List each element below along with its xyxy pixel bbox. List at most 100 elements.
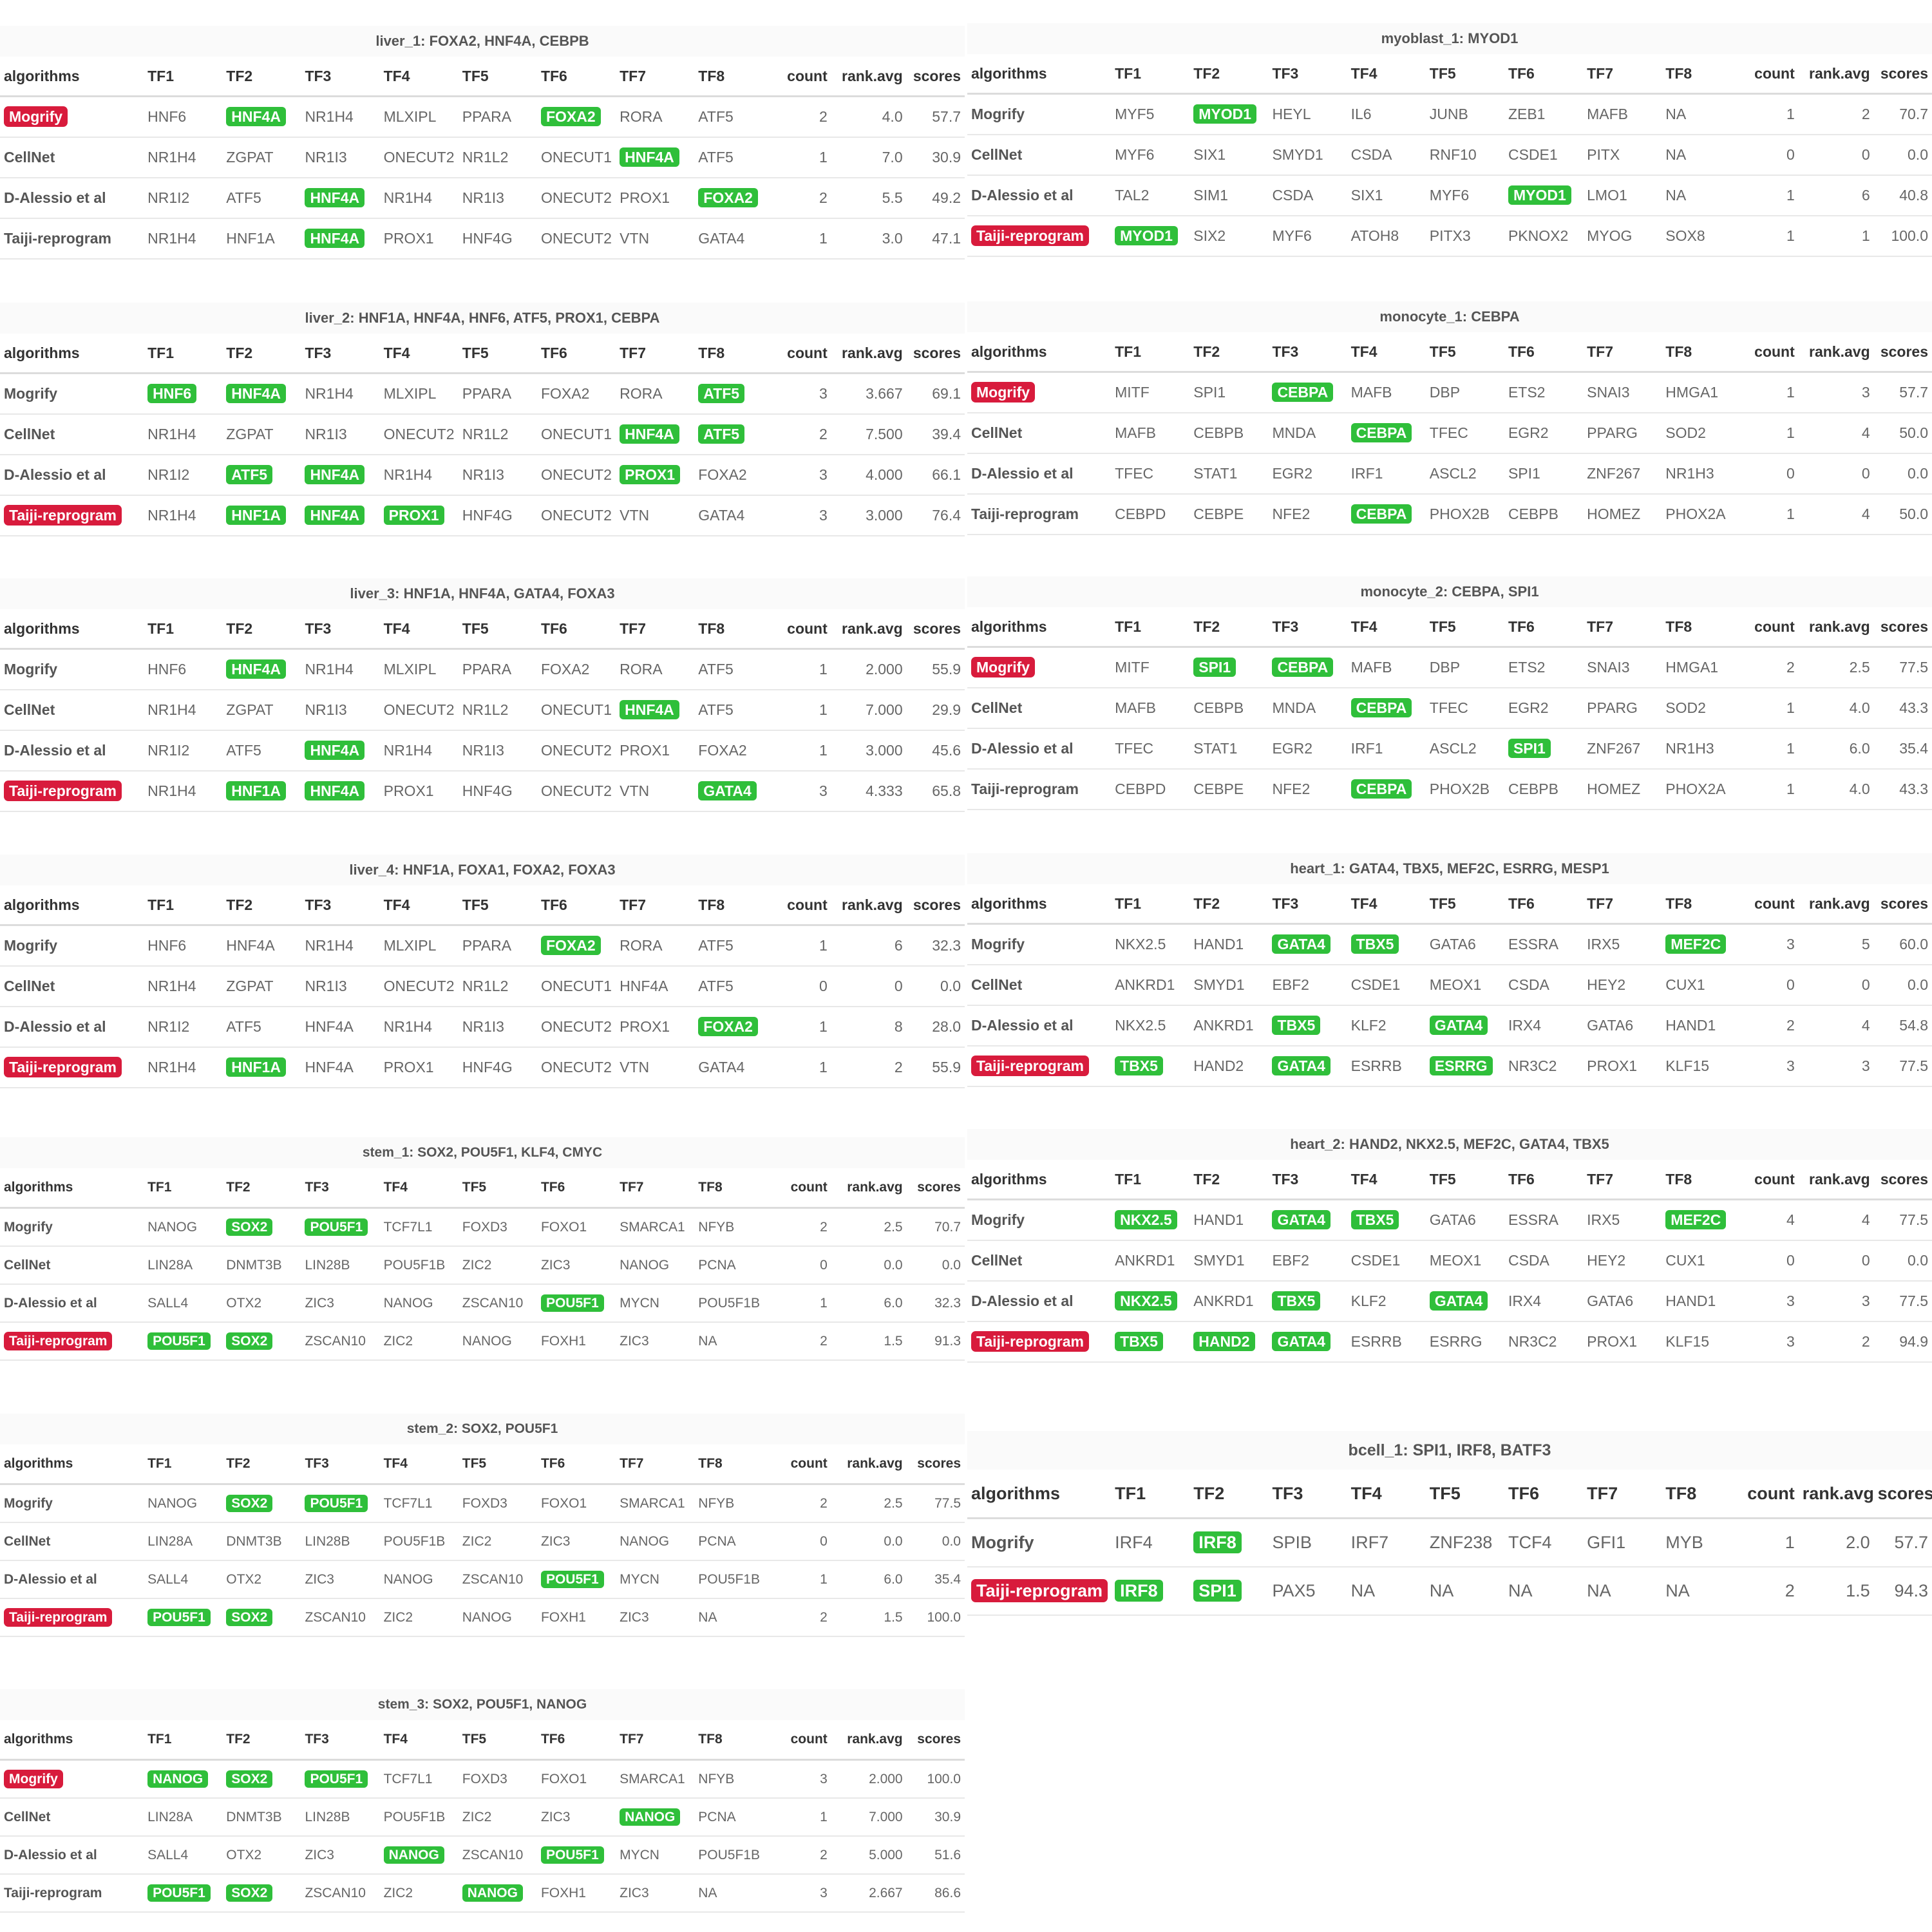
- tf-cell: PROX1: [379, 771, 459, 812]
- tf-label: SOX8: [1665, 227, 1705, 244]
- tf-label: NANOG: [462, 1333, 512, 1349]
- tf-cell: NR1H4: [379, 455, 459, 496]
- count-cell: 3: [773, 771, 831, 812]
- tf-highlight: GATA4: [1272, 1210, 1331, 1229]
- tf-cell: NR1H4: [144, 771, 223, 812]
- tf-cell: HNF1A: [222, 771, 301, 812]
- tf-cell: ZIC3: [301, 1284, 380, 1323]
- tf-cell: FOXA2: [536, 373, 616, 415]
- tf-label: ONECUT2: [540, 466, 612, 483]
- score-cell: 77.5: [1873, 1281, 1932, 1322]
- tf-label: NA: [698, 1333, 717, 1349]
- tf-label: GATA6: [1429, 1211, 1476, 1228]
- tf-cell: NA: [1662, 93, 1741, 135]
- algorithm-label: Taiji-reprogram: [971, 781, 1079, 797]
- results-table: heart_1: GATA4, TBX5, MEF2C, ESRRG, MESP…: [967, 853, 1932, 1087]
- tf-label: MYF6: [1115, 146, 1155, 163]
- tf-label: GATA4: [698, 230, 745, 247]
- tf-cell: HNF4G: [458, 218, 537, 260]
- tf-cell: NR1I3: [458, 1007, 537, 1048]
- table-row: CellNet LIN28A DNMT3B LIN28B POU5F1B ZIC2 ZIC3…: [0, 1522, 965, 1561]
- tf-label: CSDA: [1508, 976, 1549, 993]
- header-row: algorithms TF1 TF2 TF3 TF4 TF5 TF6 TF7 TF8 count r…: [0, 1168, 965, 1209]
- tf-label: PCNA: [698, 1257, 736, 1273]
- tf-cell: NR1H4: [301, 96, 380, 138]
- tf-label: EBF2: [1272, 1252, 1309, 1269]
- tf-highlight: PROX1: [383, 506, 444, 525]
- table-row: Mogrify MYF5 MYOD1 HEYL IL6 JUNB ZEB1 MAFB NA 1 2 7…: [967, 93, 1932, 135]
- score-cell: 47.1: [906, 218, 965, 260]
- column-header: TF5: [1425, 54, 1504, 95]
- tf-highlight: IRF8: [1115, 1580, 1163, 1602]
- tf-cell: NA: [694, 1598, 773, 1637]
- tf-label: ONECUT2: [540, 1018, 612, 1035]
- results-table: monocyte_1: CEBPA algorithms TF1 TF2 TF3 TF4 T…: [967, 301, 1932, 535]
- tf-cell: TCF4: [1504, 1518, 1584, 1567]
- rank-avg-cell: 0.0: [831, 1246, 907, 1285]
- tf-highlight: FOXA2: [698, 188, 758, 207]
- tf-cell: ONECUT1: [536, 414, 616, 455]
- tf-highlight: HNF4A: [620, 700, 679, 719]
- tf-label: CEBPB: [1508, 506, 1558, 522]
- rank-avg-cell: 2.000: [831, 1759, 907, 1799]
- tf-label: NKX2.5: [1115, 1017, 1166, 1034]
- tf-label: MYF6: [1272, 227, 1312, 244]
- tf-cell: CEBPA: [1347, 494, 1426, 535]
- algorithm-cell: Mogrify: [967, 1199, 1112, 1241]
- table-row: Mogrify NKX2.5 HAND1 GATA4 TBX5 GATA6 ESSRA IRX…: [967, 923, 1932, 965]
- tf-label: ATF5: [698, 149, 734, 166]
- tf-label: ONECUT1: [540, 701, 612, 718]
- tf-cell: ZIC2: [458, 1246, 537, 1285]
- tf-cell: ATF5: [694, 373, 773, 415]
- column-header: scores: [1873, 1470, 1932, 1519]
- rank-avg-cell: 2: [1798, 93, 1874, 135]
- table-row: Mogrify HNF6 HNF4A NR1H4 MLXIPL PPARA FOXA2 ROR…: [0, 373, 965, 415]
- tf-label: NA: [1587, 1581, 1611, 1600]
- tf-label: FOXH1: [540, 1885, 586, 1900]
- column-header: scores: [906, 886, 965, 926]
- tf-label: ZSCAN10: [305, 1885, 366, 1900]
- tf-label: HNF6: [147, 661, 187, 677]
- tf-label: MAFB: [1115, 699, 1156, 716]
- tf-cell: MYOD1: [1189, 93, 1269, 135]
- column-header: TF4: [1347, 1470, 1426, 1519]
- tf-cell: CUX1: [1662, 965, 1741, 1006]
- tf-cell: EGR2: [1268, 453, 1347, 495]
- tf-label: SIX1: [1193, 146, 1226, 163]
- tf-label: HOMEZ: [1587, 506, 1641, 522]
- results-table: liver_1: FOXA2, HNF4A, CEBPB algorithms TF…: [0, 26, 965, 260]
- algorithm-highlight: Taiji-reprogram: [4, 781, 122, 801]
- column-header: algorithms: [967, 884, 1112, 925]
- score-cell: 100.0: [1873, 216, 1932, 257]
- rank-avg-cell: 1.5: [1798, 1567, 1874, 1616]
- column-header: rank.avg: [831, 1444, 907, 1485]
- tf-highlight: GATA4: [1272, 1332, 1331, 1351]
- algorithm-label: CellNet: [4, 1809, 51, 1824]
- tf-cell: SOX2: [222, 1322, 301, 1361]
- column-header: TF4: [1347, 607, 1426, 648]
- tf-label: VTN: [620, 230, 650, 247]
- tf-highlight: SOX2: [226, 1332, 273, 1350]
- header-row: algorithms TF1 TF2 TF3 TF4 TF5 TF6 TF7 TF8 count r…: [967, 1470, 1932, 1519]
- tf-label: NR1I2: [147, 466, 190, 483]
- tf-highlight: POU5F1: [147, 1332, 211, 1350]
- tf-label: ZNF267: [1587, 740, 1641, 757]
- tf-label: LIN28B: [305, 1809, 350, 1824]
- column-header: TF6: [536, 334, 616, 374]
- algorithm-cell: Mogrify: [967, 93, 1112, 135]
- column-header: TF6: [536, 1720, 616, 1761]
- tf-cell: FOXA2: [694, 178, 773, 219]
- tf-label: SALL4: [147, 1571, 189, 1587]
- algorithm-cell: CellNet: [967, 1240, 1112, 1282]
- table-row: CellNet ANKRD1 SMYD1 EBF2 CSDE1 MEOX1 CSDA HEY2…: [967, 965, 1932, 1006]
- rank-avg-cell: 0: [1798, 135, 1874, 176]
- tf-cell: CSDA: [1347, 135, 1426, 176]
- algorithm-label: Mogrify: [4, 1495, 53, 1511]
- count-cell: 1: [773, 1560, 831, 1599]
- results-table: heart_2: HAND2, NKX2.5, MEF2C, GATA4, TB…: [967, 1129, 1932, 1363]
- rank-avg-cell: 2.667: [831, 1874, 907, 1913]
- tf-highlight: ESRRG: [1429, 1056, 1493, 1075]
- rank-avg-cell: 4.333: [831, 771, 907, 812]
- algorithm-cell: Mogrify: [0, 1484, 144, 1523]
- tf-highlight: MEF2C: [1665, 934, 1727, 954]
